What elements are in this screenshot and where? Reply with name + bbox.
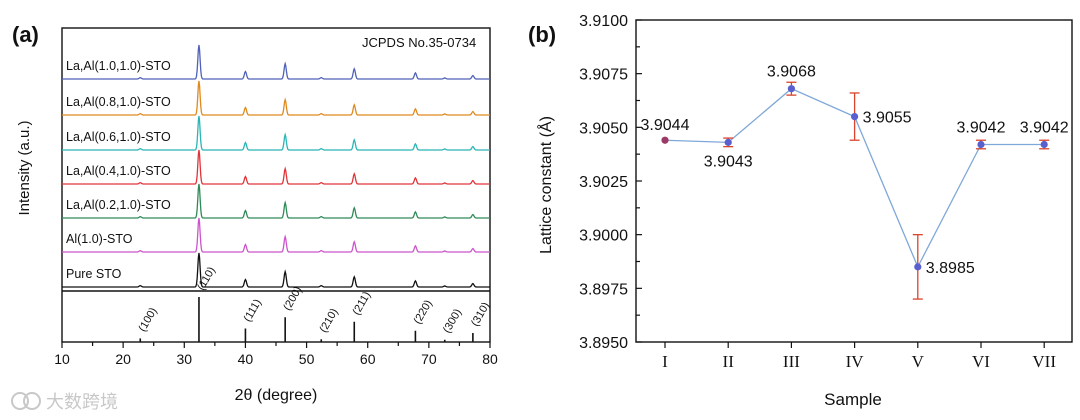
reference-label: (220) [412, 298, 435, 326]
legend-label: La,Al(0.2,1.0)-STO [66, 198, 171, 212]
x-tick-label: 10 [54, 351, 70, 367]
panel-a-label: (a) [12, 22, 39, 47]
legend-label: Pure STO [66, 267, 122, 281]
x-tick-label: IV [846, 352, 865, 371]
reference-label: (110) [195, 265, 218, 293]
y-tick-label: 3.9100 [579, 13, 628, 30]
legend-label: La,Al(0.6,1.0)-STO [66, 130, 171, 144]
data-point [724, 138, 732, 146]
value-label: 3.8985 [926, 260, 975, 277]
x-tick-label: I [662, 352, 668, 371]
xrd-trace [62, 149, 490, 185]
y-tick-label: 3.9075 [579, 67, 628, 84]
data-point [661, 136, 669, 144]
x-tick-label: 70 [421, 351, 437, 367]
x-tick-label: 50 [299, 351, 315, 367]
x-tick-label: 20 [115, 351, 131, 367]
xrd-x-ticks: 10 20 30 40 50 60 70 80 [54, 342, 498, 367]
y-tick-label: 3.9000 [579, 228, 628, 245]
legend-label: La,Al(1.0,1.0)-STO [66, 59, 171, 73]
x-tick-label: VI [972, 352, 990, 371]
data-point [787, 85, 796, 93]
data-point [977, 140, 985, 149]
reference-label: (100) [136, 306, 159, 334]
reference-label: (200) [281, 285, 304, 313]
xrd-legend: Pure STO Al(1.0)-STO La,Al(0.2,1.0)-STO La,… [66, 59, 171, 281]
value-label: 3.9043 [704, 153, 753, 170]
data-point [851, 113, 859, 121]
watermark: 大数跨境 [11, 392, 118, 413]
x-tick-label: III [783, 352, 800, 371]
legend-label: La,Al(0.8,1.0)-STO [66, 95, 171, 109]
xrd-trace [62, 252, 490, 288]
x-tick-label: 60 [360, 351, 376, 367]
reference-label: (300) [441, 307, 464, 335]
xrd-trace [62, 80, 490, 116]
y-tick-label: 3.8975 [579, 281, 628, 298]
lattice-y-ticks: 3.8950 3.8975 3.9000 3.9025 3.9050 3.9075 3.91… [579, 13, 642, 352]
xlabel-sample: Sample [824, 390, 882, 409]
xrd-panel: (a) Intensity (a.u.) 2θ (degree) JCPDS N… [12, 22, 498, 404]
ylabel-lattice: Lattice constant (Å) [536, 116, 555, 254]
legend-label: La,Al(0.4,1.0)-STO [66, 164, 171, 178]
reference-label: (111) [242, 297, 264, 324]
x-tick-label: 80 [482, 351, 498, 367]
value-label: 3.9042 [957, 120, 1006, 137]
watermark-text: 大数跨境 [46, 392, 118, 413]
x-tick-label: 40 [238, 351, 254, 367]
panel-b-label: (b) [528, 22, 556, 47]
y-tick-label: 3.9050 [579, 120, 628, 137]
reference-label: (310) [469, 300, 492, 328]
value-label: 3.9055 [863, 110, 912, 127]
reference-label: (210) [317, 307, 340, 335]
lattice-points [661, 85, 1048, 271]
xlabel-two-theta: 2θ (degree) [235, 387, 318, 404]
x-tick-label: II [723, 352, 735, 371]
x-tick-label: VII [1032, 352, 1056, 371]
watermark-logo-icon-2 [23, 392, 41, 410]
x-tick-label: 30 [176, 351, 192, 367]
xrd-trace [62, 183, 490, 219]
y-tick-label: 3.8950 [579, 335, 628, 352]
reference-label: (211) [350, 290, 373, 318]
lattice-panel: (b) Lattice constant (Å) Sample 3.89503.… [528, 13, 1073, 409]
data-point [914, 263, 922, 271]
reference-pattern: (100) (110) (111) (200) (210) (211) (220) (300)… [136, 265, 492, 342]
jcpds-annotation: JCPDS No.35-0734 [362, 35, 476, 50]
legend-label: Al(1.0)-STO [66, 232, 133, 246]
lattice-plot-frame [635, 19, 1073, 343]
data-point [1040, 140, 1048, 149]
xrd-trace [62, 115, 490, 151]
lattice-x-ticks: I II III IV V VI VII [662, 342, 1056, 371]
watermark-logo-icon [11, 392, 29, 410]
value-label: 3.9042 [1020, 120, 1069, 137]
xrd-trace [62, 217, 490, 253]
xrd-traces [62, 44, 490, 288]
x-tick-label: V [912, 352, 925, 371]
ylabel-intensity: Intensity (a.u.) [16, 120, 33, 215]
xrd-plot-frame [61, 27, 491, 343]
y-tick-label: 3.9025 [579, 174, 628, 191]
value-label: 3.9068 [767, 64, 816, 81]
xrd-trace [62, 44, 490, 80]
value-label: 3.9044 [641, 117, 690, 134]
lattice-value-labels: 3.9044 3.9043 3.9068 3.9055 3.8985 3.9042 3.90… [641, 64, 1069, 277]
